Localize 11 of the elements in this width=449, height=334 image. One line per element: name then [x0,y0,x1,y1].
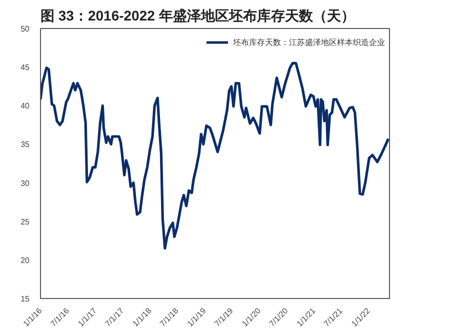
y-tick-label: 35 [20,140,30,150]
y-tick-label: 15 [20,294,30,304]
line-series [40,62,390,250]
y-tick-label: 50 [20,24,30,34]
y-tick-label: 40 [20,102,30,111]
legend-label: 坯布库存天数：江苏盛泽地区样本织造企业 [233,36,385,48]
y-tick-label: 30 [20,178,30,188]
chart-title: 图 33：2016-2022 年盛泽地区坯布库存天数（天） [40,8,355,24]
y-tick-label: 25 [20,217,30,226]
y-tick-label: 45 [20,63,30,72]
y-tick-label: 20 [20,256,30,265]
